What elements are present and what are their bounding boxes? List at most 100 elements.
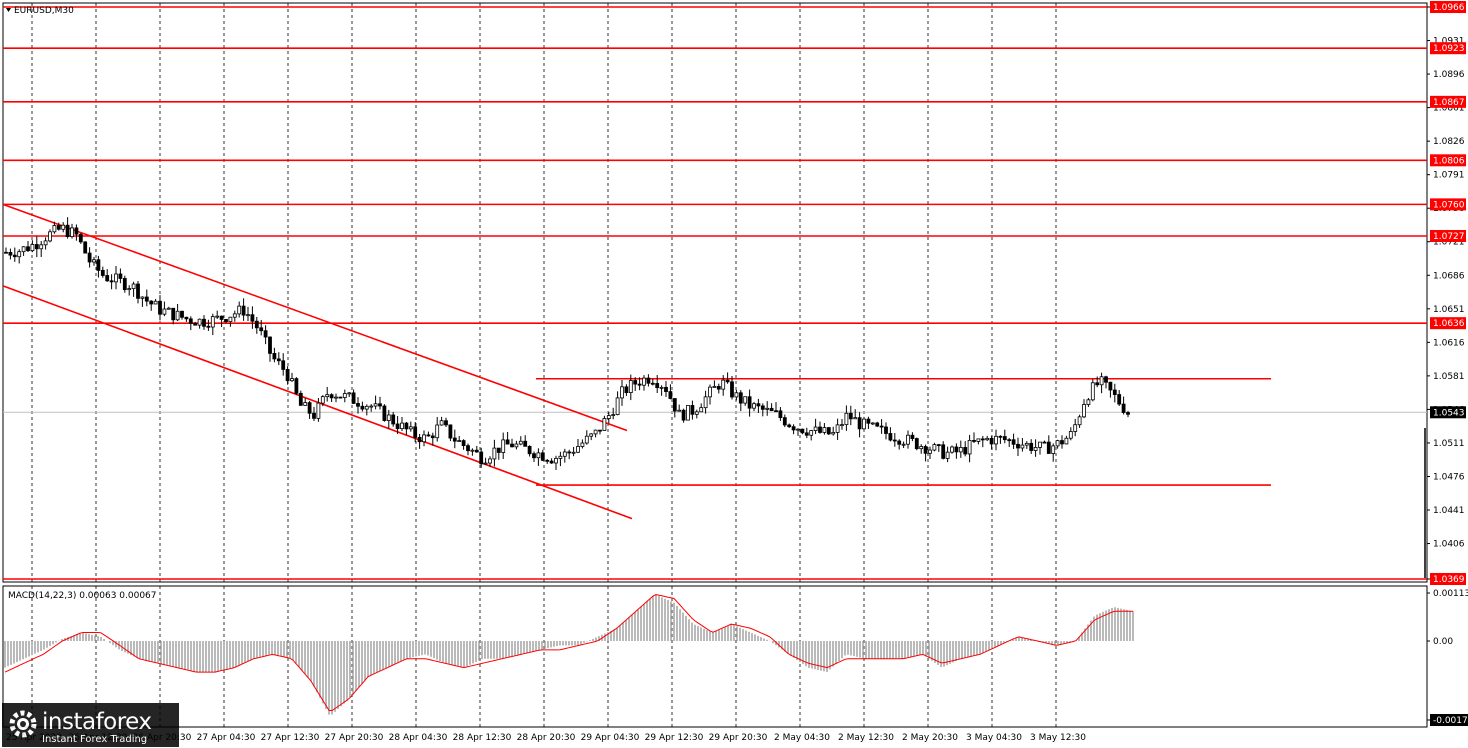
candle-body xyxy=(439,420,444,426)
candle-body xyxy=(668,391,673,399)
symbol-label: EURUSD,M30 xyxy=(14,6,74,16)
logo-name: instaforex xyxy=(42,709,152,735)
candle-body xyxy=(461,440,466,447)
candle-body xyxy=(56,225,61,230)
candle-body xyxy=(259,327,264,332)
candle-body xyxy=(197,318,202,326)
candle-body xyxy=(690,405,695,415)
candle-body xyxy=(593,429,598,435)
candle-body xyxy=(276,358,281,362)
candle-body xyxy=(250,314,255,322)
candle-body xyxy=(910,434,915,439)
candle-body xyxy=(1016,443,1020,449)
candle-body xyxy=(989,437,994,445)
candle-body xyxy=(835,424,840,433)
y-tick-label: 1.0861 xyxy=(1433,104,1465,114)
candle-body xyxy=(958,447,963,453)
candle-body xyxy=(70,227,74,237)
candle-body xyxy=(954,446,959,453)
candle-body xyxy=(144,296,149,302)
candle-body xyxy=(620,386,624,399)
candle-body xyxy=(356,403,360,407)
candle-body xyxy=(162,308,167,315)
candle-body xyxy=(760,405,765,410)
y-tick-label: 1.0826 xyxy=(1433,137,1465,147)
candle-body xyxy=(664,386,668,392)
candle-body xyxy=(435,424,440,439)
candle-body xyxy=(804,432,809,436)
x-tick-label: 2 May 12:30 xyxy=(838,733,894,743)
candle-body xyxy=(430,435,435,439)
candle-body xyxy=(1029,442,1034,451)
candle-body xyxy=(862,418,866,430)
y-tick-label: 1.0931 xyxy=(1433,37,1465,47)
candle-body xyxy=(998,435,1003,438)
candle-body xyxy=(426,434,431,437)
candle-body xyxy=(699,407,704,413)
candle-body xyxy=(901,443,906,446)
candle-body xyxy=(712,386,717,388)
candle-body xyxy=(628,380,633,393)
candle-body xyxy=(787,424,792,428)
candle-body xyxy=(510,443,514,448)
candle-body xyxy=(677,409,682,412)
candle-body xyxy=(897,440,902,445)
candle-body xyxy=(4,251,8,254)
candle-body xyxy=(831,432,836,435)
y-tick-label: 1.0686 xyxy=(1433,271,1465,281)
candle-body xyxy=(483,462,488,465)
candle-body xyxy=(400,422,404,429)
candle-body xyxy=(466,445,470,452)
candle-body xyxy=(334,396,338,399)
candle-body xyxy=(782,417,787,426)
candle-body xyxy=(642,377,646,386)
candle-body xyxy=(672,398,677,412)
candle-body xyxy=(100,269,105,276)
candle-body xyxy=(611,414,616,416)
candle-body xyxy=(725,379,730,383)
level-price-label: 1.0867 xyxy=(1433,98,1465,108)
x-tick-label: 27 Apr 20:30 xyxy=(325,733,384,743)
candle-body xyxy=(906,434,910,445)
candle-body xyxy=(422,434,426,443)
candle-body xyxy=(404,422,409,430)
candle-body xyxy=(21,246,26,253)
candle-body xyxy=(12,254,17,258)
candle-body xyxy=(320,396,325,404)
level-price-tag xyxy=(1430,154,1466,167)
candle-body xyxy=(879,425,884,428)
candle-body xyxy=(505,439,510,445)
candle-body xyxy=(875,422,880,427)
candle-body xyxy=(193,322,198,326)
candle-body xyxy=(602,418,607,431)
candle-body xyxy=(848,412,853,420)
candle-body xyxy=(30,244,35,252)
candle-body xyxy=(501,439,506,453)
macd-panel xyxy=(2,585,1428,728)
level-price-tag xyxy=(1430,42,1466,55)
candle-body xyxy=(659,386,664,389)
candle-body xyxy=(813,426,818,431)
candle-body xyxy=(853,417,858,420)
level-price-label: 1.0806 xyxy=(1433,156,1465,166)
candle-body xyxy=(1077,416,1082,426)
candle-body xyxy=(96,259,101,271)
candle-body xyxy=(1064,437,1069,445)
candle-body xyxy=(976,438,981,442)
candle-body xyxy=(298,392,303,406)
candle-body xyxy=(109,280,114,283)
candle-body xyxy=(892,439,897,442)
candle-body xyxy=(378,403,382,407)
candle-body xyxy=(224,319,228,323)
candle-body xyxy=(606,415,611,419)
macd-y-tick-label: 0.00 xyxy=(1433,637,1453,647)
macd-y-tick-label: -0.00178 xyxy=(1433,716,1468,726)
candle-body xyxy=(774,410,778,413)
candle-body xyxy=(206,325,211,328)
candle-body xyxy=(1060,440,1064,445)
candle-body xyxy=(316,402,321,419)
level-price-tag xyxy=(1430,229,1466,242)
candle-body xyxy=(272,353,277,360)
x-tick-label: 3 May 04:30 xyxy=(966,733,1022,743)
